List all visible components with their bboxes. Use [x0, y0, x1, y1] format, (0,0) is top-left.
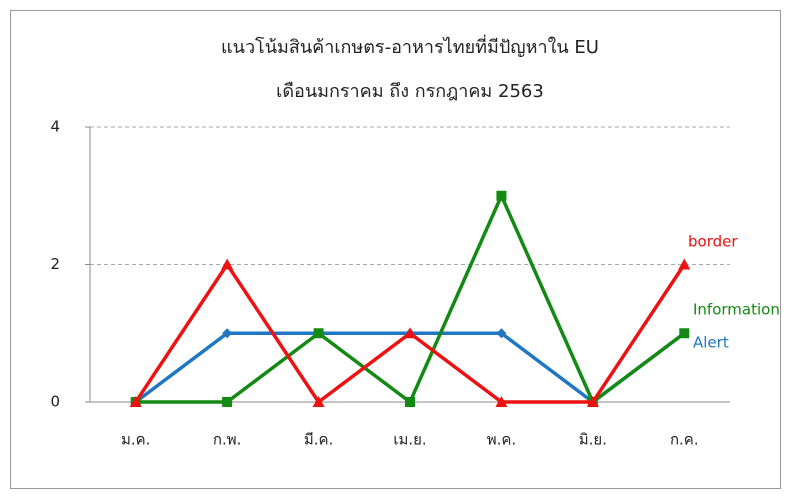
marker — [405, 397, 415, 407]
marker — [222, 328, 233, 339]
marker — [678, 258, 691, 270]
series-label: border — [688, 233, 738, 251]
x-tick-label: ก.ค. — [670, 431, 699, 449]
marker — [496, 190, 507, 201]
y-tick-label: 4 — [50, 118, 60, 136]
x-tick-label: เม.ย. — [393, 431, 426, 449]
series-label: Information — [693, 301, 780, 319]
marker — [404, 327, 416, 339]
marker — [312, 396, 325, 407]
marker — [586, 396, 599, 407]
y-tick-label: 0 — [50, 393, 60, 411]
x-tick-label: มิ.ย. — [579, 431, 607, 449]
marker — [222, 397, 233, 407]
chart-border — [10, 10, 781, 489]
chart-title: แนวโน้มสินค้าเกษตร-อาหารไทยที่มีปัญหาใน … — [221, 34, 599, 58]
x-tick-label: พ.ค. — [487, 431, 516, 449]
y-tick-label: 2 — [50, 255, 60, 273]
marker — [679, 328, 690, 339]
x-tick-label: มี.ค. — [304, 431, 333, 449]
marker — [129, 396, 142, 407]
marker — [495, 396, 508, 407]
series-label: Alert — [693, 334, 729, 352]
x-tick-label: ก.พ. — [213, 431, 242, 449]
x-tick-label: ม.ค. — [121, 431, 150, 449]
marker — [221, 258, 234, 270]
marker — [313, 328, 324, 339]
chart-subtitle: เดือนมกราคม ถึง กรกฎาคม 2563 — [276, 81, 544, 102]
marker — [496, 328, 507, 339]
